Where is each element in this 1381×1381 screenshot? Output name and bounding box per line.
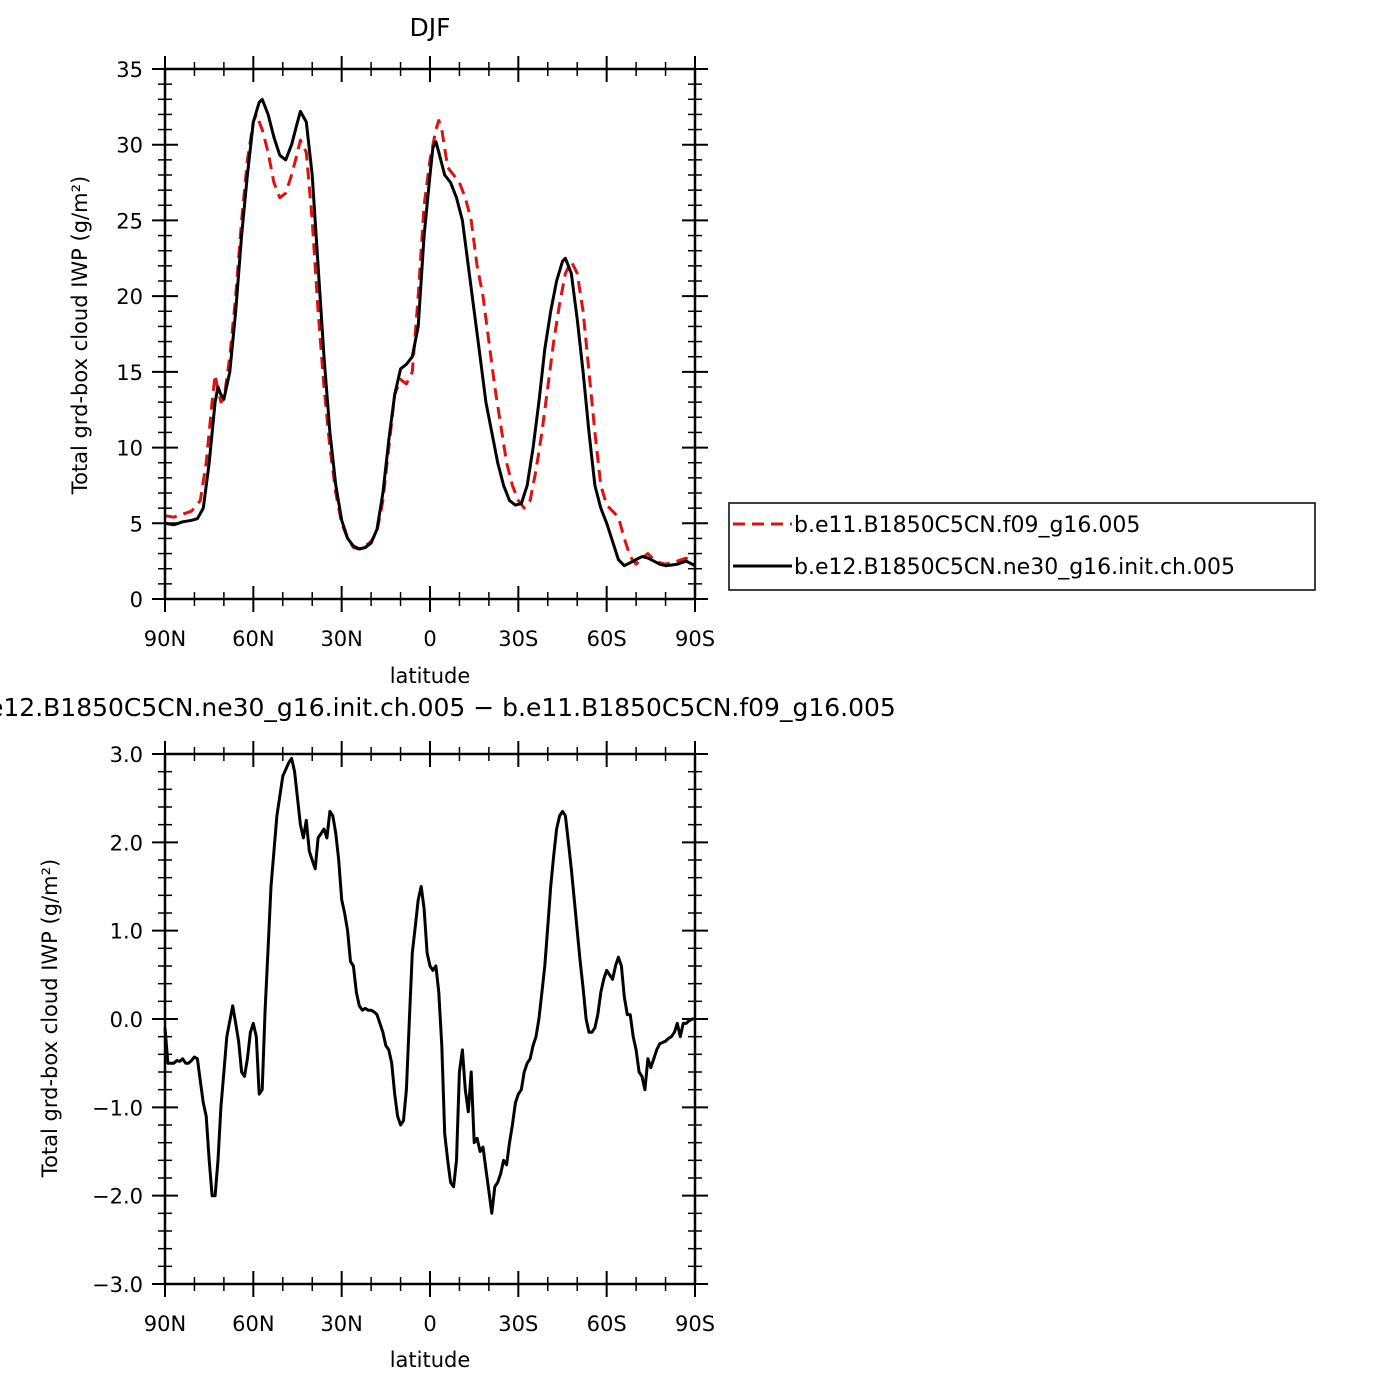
- x-tick-label: 60S: [587, 627, 627, 651]
- y-tick-label: 25: [116, 209, 143, 233]
- series-line-1: [163, 756, 695, 1215]
- y-tick-label: 30: [116, 134, 143, 158]
- bottom-plot-frame: [163, 752, 697, 1286]
- legend-box: [728, 502, 1316, 591]
- bottom-y-axis-label: Total grd-box cloud IWP (g/m²): [38, 859, 62, 1178]
- bottom-x-axis-label: latitude: [390, 1348, 471, 1372]
- series-line-2: [164, 97, 696, 568]
- x-tick-label: 90S: [675, 1312, 715, 1336]
- y-tick-label: 5: [130, 512, 143, 536]
- x-tick-label: 60N: [232, 1312, 274, 1336]
- top-x-axis-label: latitude: [390, 664, 471, 688]
- y-tick-label: 3.0: [110, 743, 143, 767]
- y-tick-label: 20: [116, 285, 143, 309]
- bottom-y-ticks: −3.0 −2.0 −1.0 0.0 1.0 2.0 3.0: [92, 743, 708, 1297]
- x-tick-label: 60N: [232, 627, 274, 651]
- top-series-lines: [164, 97, 696, 568]
- y-tick-label: 0.0: [110, 1008, 143, 1032]
- y-tick-label: −1.0: [92, 1096, 143, 1120]
- y-tick-label: 1.0: [110, 920, 143, 944]
- y-tick-label: 35: [116, 58, 143, 82]
- x-tick-label: 30S: [498, 627, 538, 651]
- bottom-x-ticks: 90N 60N 30N 0 30S 60S 90S: [144, 741, 715, 1336]
- y-tick-label: 2.0: [110, 831, 143, 855]
- x-tick-label: 60S: [587, 1312, 627, 1336]
- top-panel: DJF latitude Total grd-box cloud IWP (g/…: [68, 13, 715, 688]
- legend-label-series-1: b.e11.B1850C5CN.f09_g16.005: [794, 513, 1140, 538]
- x-tick-label: 0: [423, 627, 436, 651]
- bottom-series-lines: [163, 756, 695, 1215]
- x-tick-label: 90N: [144, 1312, 186, 1336]
- top-plot-frame: [163, 67, 697, 601]
- legend: b.e11.B1850C5CN.f09_g16.005 b.e12.B1850C…: [728, 502, 1316, 591]
- x-tick-label: 30S: [498, 1312, 538, 1336]
- y-tick-label: 15: [116, 361, 143, 385]
- legend-label-series-2: b.e12.B1850C5CN.ne30_g16.init.ch.005: [794, 555, 1235, 580]
- x-tick-label: 0: [423, 1312, 436, 1336]
- top-chart-title: DJF: [409, 13, 450, 42]
- top-y-axis-label: Total grd-box cloud IWP (g/m²): [68, 176, 92, 495]
- y-tick-label: 0: [130, 588, 143, 612]
- y-tick-label: 10: [116, 437, 143, 461]
- x-tick-label: 90S: [675, 627, 715, 651]
- y-tick-label: −3.0: [92, 1273, 143, 1297]
- bottom-panel: b.e12.B1850C5CN.ne30_g16.init.ch.005 − b…: [0, 693, 896, 1372]
- top-y-ticks: 0 5 10 15 20 25 30 35: [116, 58, 708, 612]
- x-tick-label: 90N: [144, 627, 186, 651]
- bottom-chart-title: b.e12.B1850C5CN.ne30_g16.init.ch.005 − b…: [0, 693, 896, 722]
- y-tick-label: −2.0: [92, 1185, 143, 1209]
- x-tick-label: 30N: [320, 627, 362, 651]
- x-tick-label: 30N: [320, 1312, 362, 1336]
